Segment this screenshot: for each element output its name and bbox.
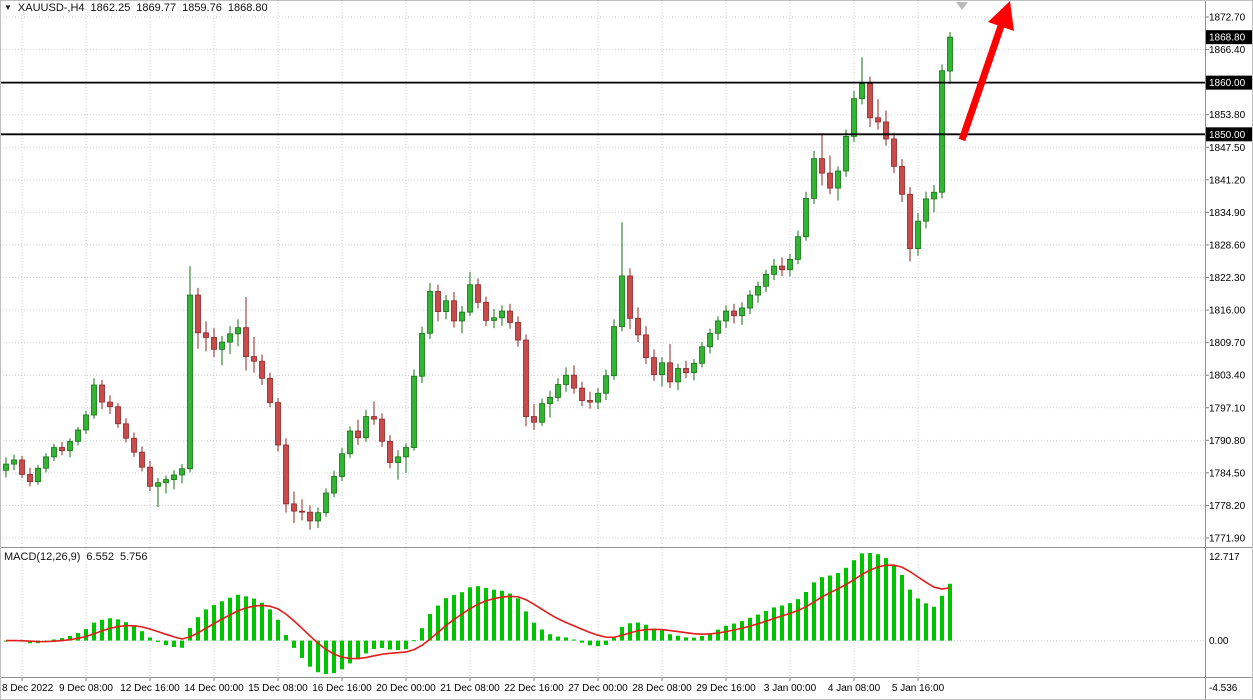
ohlc-low: 1859.76 [182,2,222,14]
svg-text:8 Dec 2022: 8 Dec 2022 [2,683,54,694]
svg-text:1803.40: 1803.40 [1209,371,1246,382]
svg-text:15 Dec 08:00: 15 Dec 08:00 [248,683,308,694]
svg-text:1868.80: 1868.80 [1209,33,1246,44]
candlestick-series [3,32,953,530]
svg-text:1834.90: 1834.90 [1209,208,1246,219]
svg-text:9 Dec 08:00: 9 Dec 08:00 [59,683,113,694]
svg-text:3 Jan 00:00: 3 Jan 00:00 [764,683,817,694]
svg-text:5 Jan 16:00: 5 Jan 16:00 [892,683,945,694]
svg-text:12 Dec 16:00: 12 Dec 16:00 [120,683,180,694]
macd-main-value: 6.552 [86,551,114,563]
svg-text:1790.80: 1790.80 [1209,436,1246,447]
svg-text:20 Dec 00:00: 20 Dec 00:00 [376,683,436,694]
macd-indicator-label: MACD(12,26,9) 6.552 5.756 [4,551,147,563]
chart-grid [0,0,1205,677]
current-price-box[interactable]: 1868.80 [1206,30,1252,45]
svg-text:21 Dec 08:00: 21 Dec 08:00 [440,683,500,694]
level-1850-price-box[interactable]: 1850.00 [1206,127,1252,142]
svg-text:27 Dec 00:00: 27 Dec 00:00 [568,683,628,694]
svg-text:1809.70: 1809.70 [1209,338,1246,349]
svg-text:1850.00: 1850.00 [1209,130,1246,141]
svg-text:1784.50: 1784.50 [1209,468,1246,479]
svg-text:1828.60: 1828.60 [1209,240,1246,251]
macd-signal-line [5,564,951,660]
svg-text:-4.536: -4.536 [1209,683,1238,694]
bar-position-marker-icon [956,2,968,10]
svg-text:12.717: 12.717 [1209,552,1240,563]
svg-text:1771.90: 1771.90 [1209,534,1246,545]
macd-histogram [4,553,952,674]
svg-text:14 Dec 00:00: 14 Dec 00:00 [184,683,244,694]
svg-text:1841.20: 1841.20 [1209,175,1246,186]
svg-text:1872.70: 1872.70 [1209,13,1246,24]
svg-text:16 Dec 16:00: 16 Dec 16:00 [312,683,372,694]
macd-signal-value: 5.756 [119,551,148,563]
svg-text:22 Dec 16:00: 22 Dec 16:00 [504,683,564,694]
collapse-triangle-icon[interactable]: ▼ [4,3,12,12]
svg-text:1853.80: 1853.80 [1209,110,1246,121]
symbol-period-label: XAUUSD-,H4 [17,2,85,14]
svg-text:1816.00: 1816.00 [1209,306,1246,317]
svg-text:28 Dec 08:00: 28 Dec 08:00 [632,683,692,694]
macd-name: MACD(12,26,9) [4,551,81,563]
svg-text:1822.30: 1822.30 [1209,273,1246,284]
time-scale[interactable]: 8 Dec 2022 9 Dec 08:00 12 Dec 16:00 14 Dec … [2,677,945,694]
level-1860-price-box[interactable]: 1860.00 [1206,75,1252,90]
svg-text:4 Jan 08:00: 4 Jan 08:00 [828,683,881,694]
up-arrow-icon[interactable] [958,1,1014,142]
svg-text:1778.20: 1778.20 [1209,501,1246,512]
svg-text:1860.00: 1860.00 [1209,78,1246,89]
svg-text:29 Dec 16:00: 29 Dec 16:00 [696,683,756,694]
price-scale[interactable]: 1872.701866.401860.101853.801847.501841.… [1205,13,1246,695]
ohlc-open: 1862.25 [90,2,131,14]
ohlc-high: 1869.77 [136,2,177,14]
svg-text:0.00: 0.00 [1209,636,1229,647]
chart-info-bar: ▼ XAUUSD-,H4 1862.25 1869.77 1859.76 186… [4,2,268,14]
ohlc-close: 1868.80 [227,2,268,14]
svg-text:1847.50: 1847.50 [1209,143,1246,154]
svg-text:1797.10: 1797.10 [1209,403,1246,414]
svg-text:1866.40: 1866.40 [1209,45,1246,56]
